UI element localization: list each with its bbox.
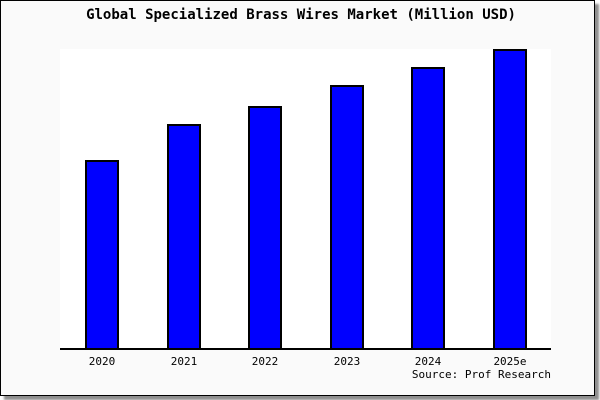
x-tick-label-2020: 2020 xyxy=(88,355,116,368)
bar-2023 xyxy=(330,85,364,348)
bar-2020 xyxy=(85,160,119,348)
x-tick-label-2023: 2023 xyxy=(333,355,361,368)
x-tick-label-2022: 2022 xyxy=(251,355,279,368)
x-tick-label-2021: 2021 xyxy=(170,355,198,368)
x-tick-label-2024: 2024 xyxy=(414,355,442,368)
source-label: Source: Prof Research xyxy=(411,368,551,381)
bar-2021 xyxy=(167,124,201,348)
x-axis: 2020 2021 2022 2023 2024 2025e xyxy=(60,355,551,369)
plot-area xyxy=(60,49,551,350)
bar-2024 xyxy=(411,67,445,348)
chart-title: Global Specialized Brass Wires Market (M… xyxy=(86,7,516,23)
bar-2025e xyxy=(493,49,527,348)
x-tick-label-2025e: 2025e xyxy=(493,355,527,368)
bar-2022 xyxy=(248,106,282,348)
